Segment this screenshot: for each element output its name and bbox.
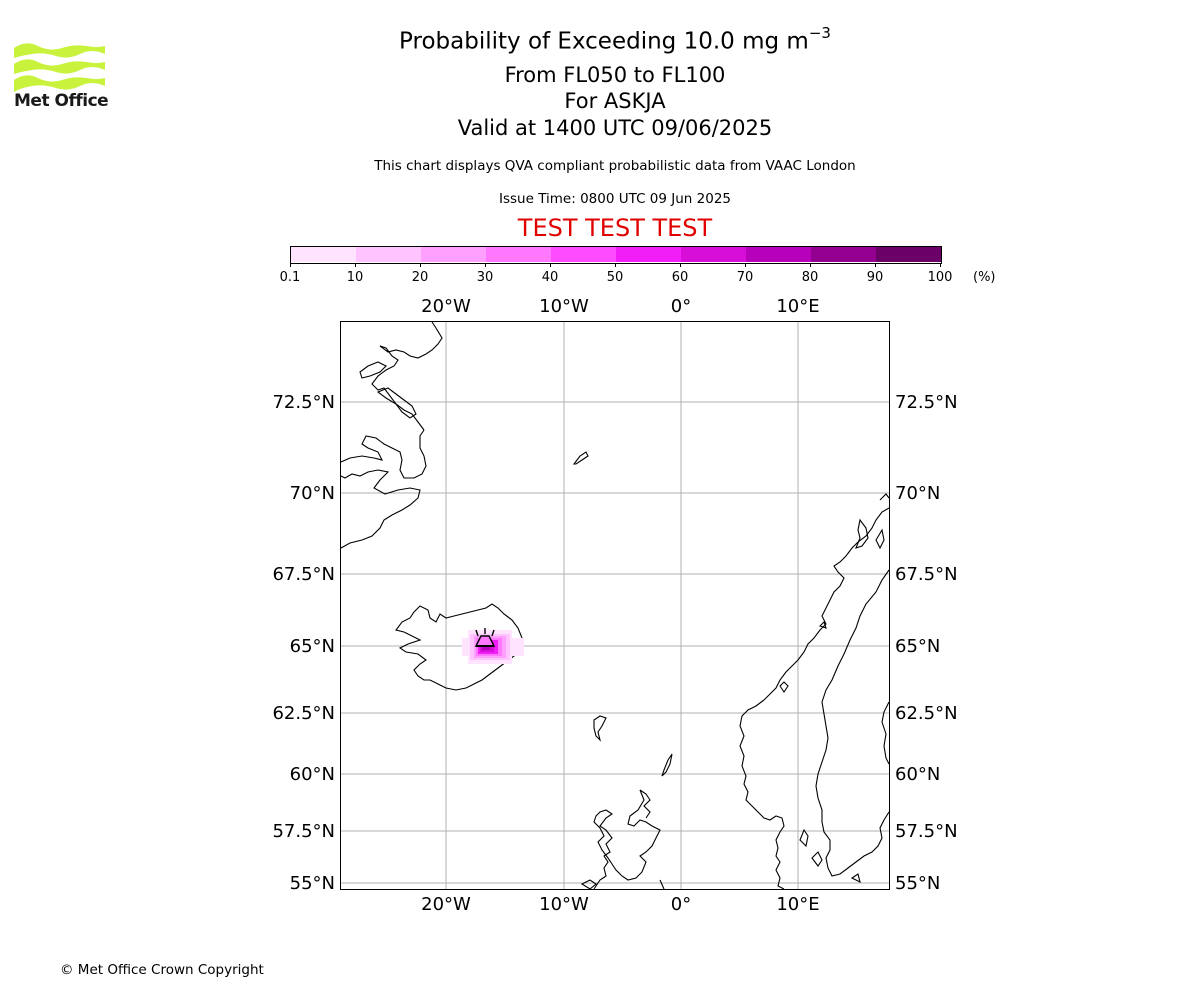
axis-labels: 20°W 10°W 0° 10°E 20°W 10°W 0° 10°E 72.5°N 70°N… [272, 296, 957, 915]
volcano-icon [474, 628, 496, 647]
latitude-label-right: 60°N [895, 764, 940, 785]
scandinavia-coast [739, 507, 890, 890]
jan-mayen-coast [572, 451, 589, 465]
latitude-label-right: 72.5°N [895, 392, 958, 413]
colorbar-tick [680, 263, 681, 267]
colorbar-unit: (%) [973, 270, 996, 285]
latitude-label-left: 65°N [290, 636, 335, 657]
colorbar-tick [485, 263, 486, 267]
met-office-logo [14, 43, 105, 92]
latitude-label-right: 55°N [895, 873, 940, 894]
issue-time: Issue Time: 0800 UTC 09 Jun 2025 [499, 191, 731, 207]
longitude-label-bottom: 0° [671, 894, 691, 915]
longitude-label-top: 0° [671, 296, 691, 317]
map-gridlines [341, 322, 889, 889]
valid-time: Valid at 1400 UTC 09/06/2025 [457, 116, 773, 140]
test-banner: TEST TEST TEST [517, 214, 713, 242]
longitude-label-top: 10°E [776, 296, 819, 317]
colorbar-tick-label: 20 [411, 270, 429, 285]
latitude-label-right: 62.5°N [895, 703, 958, 724]
latitude-label-left: 57.5°N [272, 821, 335, 842]
colorbar-tick-label: 80 [801, 270, 819, 285]
colorbar-segment [421, 246, 486, 262]
colorbar-tick-label: 60 [671, 270, 689, 285]
greenland-coast [340, 469, 421, 549]
colorbar-segment [746, 246, 811, 262]
copyright-text: © Met Office Crown Copyright [60, 962, 264, 978]
colorbar-tick [745, 263, 746, 267]
volcano-name: For ASKJA [564, 89, 666, 113]
disclaimer-text: This chart displays QVA compliant probab… [374, 158, 856, 174]
colorbar-segment [486, 246, 551, 262]
colorbar-tick [550, 263, 551, 267]
colorbar-tick-label: 70 [736, 270, 754, 285]
flight-level-range: From FL050 to FL100 [504, 63, 726, 87]
colorbar-segment [876, 246, 941, 262]
longitude-label-bottom: 20°W [421, 894, 471, 915]
colorbar-tick-label: 50 [606, 270, 624, 285]
latitude-label-right: 57.5°N [895, 821, 958, 842]
iceland-coast [395, 603, 523, 691]
longitude-label-top: 20°W [421, 296, 471, 317]
latitude-label-left: 72.5°N [272, 392, 335, 413]
latitude-label-left: 67.5°N [272, 564, 335, 585]
colorbar-tick [810, 263, 811, 267]
colorbar-tick [615, 263, 616, 267]
latitude-label-left: 55°N [290, 873, 335, 894]
colorbar-tick-label: 0.1 [279, 270, 301, 285]
latitude-label-right: 70°N [895, 483, 940, 504]
colorbar-tick [940, 263, 941, 267]
longitude-label-bottom: 10°E [776, 894, 819, 915]
latitude-label-left: 70°N [290, 483, 335, 504]
colorbar-tick-label: 40 [541, 270, 559, 285]
colorbar-tick [290, 263, 291, 267]
longitude-label-top: 10°W [539, 296, 589, 317]
colorbar-segment [551, 246, 616, 262]
coastlines [340, 321, 890, 890]
met-office-logo-text: Met Office [14, 91, 109, 111]
colorbar-segment [811, 246, 876, 262]
colorbar-tick [875, 263, 876, 267]
chart-title: Probability of Exceeding 10.0 mg m−3 [399, 24, 831, 55]
colorbar-tick-label: 30 [476, 270, 494, 285]
colorbar-tick [420, 263, 421, 267]
latitude-label-left: 62.5°N [272, 703, 335, 724]
latitude-label-right: 67.5°N [895, 564, 958, 585]
latitude-label-left: 60°N [290, 764, 335, 785]
colorbar-segment [291, 246, 356, 262]
colorbar-tick-label: 100 [927, 270, 953, 285]
faroes-coast [593, 715, 607, 742]
map-frame [340, 321, 890, 890]
colorbar-tick [355, 263, 356, 267]
colorbar-tick-label: 90 [866, 270, 884, 285]
colorbar-segment [681, 246, 746, 262]
latitude-label-right: 65°N [895, 636, 940, 657]
longitude-label-bottom: 10°W [539, 894, 589, 915]
probability-colorbar [290, 246, 942, 267]
scotland-coast [593, 789, 661, 890]
shetland-coast [661, 753, 673, 777]
colorbar-segment [616, 246, 681, 262]
colorbar-segment [356, 246, 421, 262]
colorbar-tick-label: 10 [346, 270, 364, 285]
